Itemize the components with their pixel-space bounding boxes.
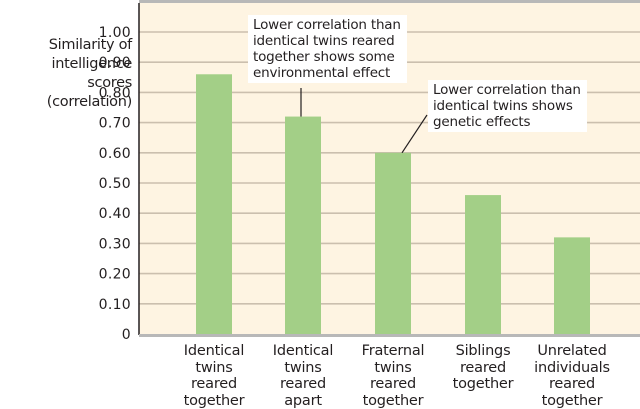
category-label-line: together <box>433 376 533 393</box>
y-tick-label: 0.20 <box>99 267 131 283</box>
category-label-line: Siblings <box>433 343 533 360</box>
annotation-line: genetic effects <box>433 114 581 130</box>
category-label-line: reared <box>343 376 443 393</box>
y-tick-label: 0.10 <box>99 297 131 313</box>
annotation-line: identical twins reared <box>253 33 401 49</box>
category-label-line: twins <box>343 360 443 377</box>
y-tick-label: 0.40 <box>99 206 131 222</box>
y-tick-label: 0.30 <box>99 236 131 252</box>
bar <box>465 195 501 334</box>
y-axis-label: Similarity of intelligence scores (corre… <box>0 36 132 112</box>
annotation-line: Lower correlation than <box>253 17 401 33</box>
category-label-line: individuals <box>522 360 622 377</box>
bar <box>375 153 411 334</box>
annotation-genetic-effects: Lower correlation than identical twins s… <box>428 80 587 132</box>
x-axis-baseline <box>139 334 640 337</box>
category-label: Identical twins reared together <box>164 343 264 409</box>
y-axis-label-line: (correlation) <box>0 93 132 112</box>
y-tick-label: 0.60 <box>99 146 131 162</box>
annotation-line: Lower correlation than <box>433 82 581 98</box>
category-label-line: Identical <box>253 343 353 360</box>
category-label-line: twins <box>253 360 353 377</box>
category-label-line: reared <box>253 376 353 393</box>
category-label: Unrelated individuals reared together <box>522 343 622 409</box>
annotation-line: together shows some <box>253 49 401 65</box>
category-label-line: Fraternal <box>343 343 443 360</box>
y-axis-label-line: intelligence <box>0 55 132 74</box>
category-label: Siblings reared together <box>433 343 533 393</box>
y-axis-label-line: scores <box>0 74 132 93</box>
annotation-line: identical twins shows <box>433 98 581 114</box>
annotation-environmental-effect: Lower correlation than identical twins r… <box>248 15 407 83</box>
category-label-line: reared <box>433 360 533 377</box>
bar <box>554 237 590 334</box>
category-label-line: Identical <box>164 343 264 360</box>
category-label-line: Unrelated <box>522 343 622 360</box>
y-tick-label: 0.50 <box>99 176 131 192</box>
bar <box>285 117 321 334</box>
category-label: Fraternal twins reared together <box>343 343 443 409</box>
category-label: Identical twins reared apart <box>253 343 353 409</box>
category-label-line: reared <box>522 376 622 393</box>
y-tick-label: 0.70 <box>99 116 131 132</box>
annotation-line: environmental effect <box>253 65 401 81</box>
y-tick-label: 0 <box>122 327 131 343</box>
plot-top-frame <box>139 0 640 3</box>
bar <box>196 74 232 334</box>
category-label-line: twins <box>164 360 264 377</box>
y-axis-label-line: Similarity of <box>0 36 132 55</box>
category-label-line: reared <box>164 376 264 393</box>
